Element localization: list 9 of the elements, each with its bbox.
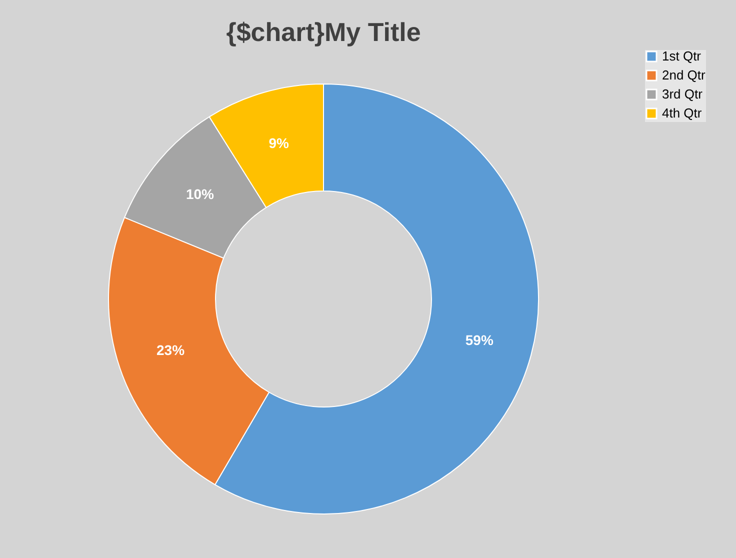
legend-label: 2nd Qtr: [662, 68, 706, 82]
chart-title: {$chart}My Title: [226, 17, 421, 47]
legend-label: 1st Qtr: [662, 48, 702, 64]
data-label: 9%: [268, 134, 290, 151]
data-label: 10%: [186, 186, 215, 202]
data-label: 59%: [465, 332, 494, 348]
legend-label: 3rd Qtr: [662, 86, 704, 102]
data-label: 23%: [156, 342, 186, 358]
legend-label: 4th Qtr: [662, 106, 702, 120]
